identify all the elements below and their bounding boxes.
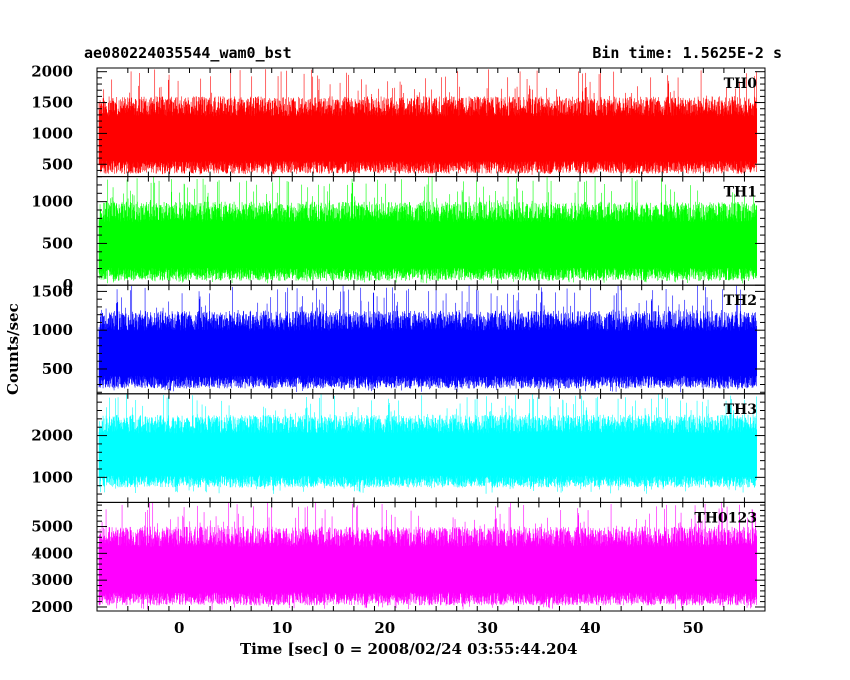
y-tick-label: 1000	[31, 468, 73, 486]
y-tick-label: 5000	[31, 518, 73, 536]
y-tick-label: 3000	[31, 571, 73, 589]
x-tick-label: 40	[580, 619, 601, 637]
y-tick-label: 1000	[31, 321, 73, 339]
panel-label-th1: TH1	[724, 185, 757, 201]
y-tick-label: 1000	[31, 124, 73, 142]
y-tick-label: 500	[42, 360, 73, 378]
series-th0	[98, 69, 758, 175]
panel-label-th0123: TH0123	[694, 510, 757, 526]
chart-subtitle: Bin time: 1.5625E-2 s	[592, 44, 782, 62]
y-tick-label: 1500	[31, 94, 73, 112]
y-tick-label: 2000	[31, 427, 73, 445]
y-tick-label: 4000	[31, 544, 73, 562]
y-tick-label: 500	[42, 155, 73, 173]
y-tick-label: 1000	[31, 193, 73, 211]
series-th2	[98, 285, 758, 393]
panel-label-th0: TH0	[724, 76, 758, 92]
x-tick-label: 50	[683, 619, 704, 637]
x-tick-label: 30	[477, 619, 498, 637]
x-tick-label: 20	[374, 619, 395, 637]
x-axis-label: Time [sec] 0 = 2008/02/24 03:55:44.204	[240, 640, 578, 658]
x-tick-label: 10	[272, 619, 293, 637]
panel-frame-th0123	[96, 501, 766, 612]
y-tick-label: 500	[42, 234, 73, 252]
series-th1	[98, 176, 758, 284]
x-tick-label: 0	[174, 619, 184, 637]
panel-label-th2: TH2	[724, 293, 757, 309]
y-tick-label: 1500	[31, 282, 73, 300]
chart-title: ae080224035544_wam0_bst	[84, 44, 292, 62]
y-tick-label: 2000	[31, 63, 73, 81]
series-th0123	[98, 502, 758, 610]
panel-label-th3: TH3	[724, 402, 757, 418]
y-axis-label: Counts/sec	[4, 303, 22, 395]
series-th3	[98, 394, 758, 494]
y-tick-label: 2000	[31, 598, 73, 616]
y-tick-label: 0	[63, 276, 73, 294]
